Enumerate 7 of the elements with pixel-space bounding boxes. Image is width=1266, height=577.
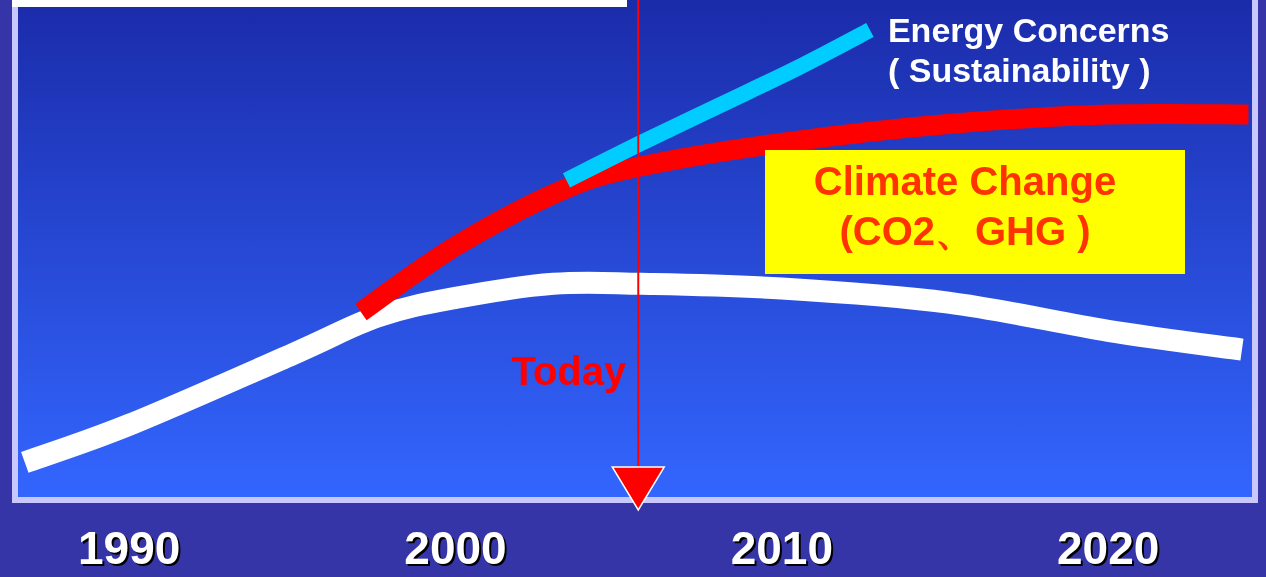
x-tick-label: 1990 [78,522,181,574]
series-label: Energy Concerns ( Sustainability ) [887,11,1170,89]
series-label: Climate Change (CO2、GHG ) [813,159,1117,253]
ref-line-label: Today [511,349,628,393]
x-tick-label: 2010 [730,522,834,574]
x-tick-label: 2000 [404,522,507,574]
x-tick-label: 2020 [1056,522,1160,574]
